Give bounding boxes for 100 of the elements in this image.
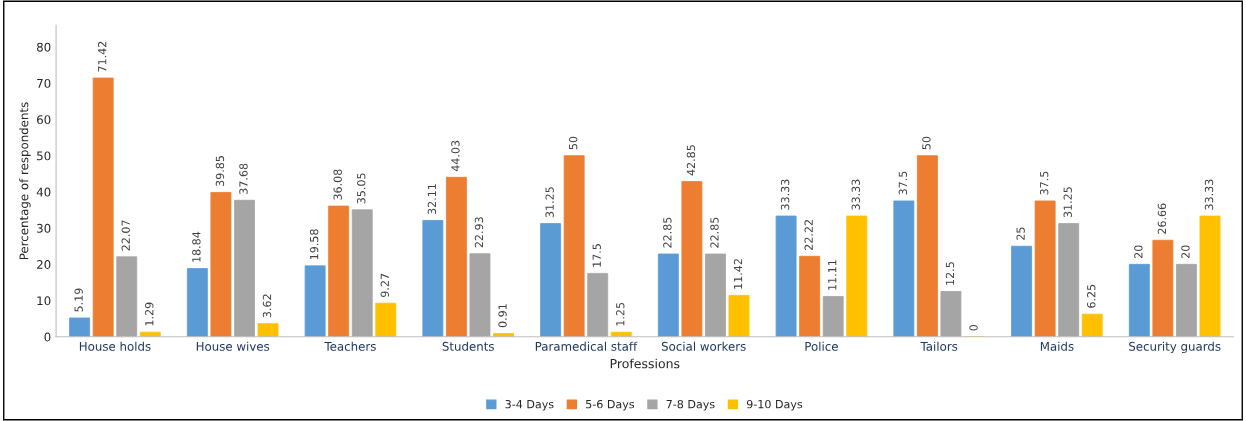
bar — [799, 255, 821, 337]
bar — [116, 256, 138, 337]
data-label: 17.5 — [592, 244, 601, 267]
data-label: 22.85 — [710, 217, 719, 248]
y-tick-label: 10 — [37, 296, 51, 306]
bar — [92, 77, 114, 337]
y-tick-label: 80 — [36, 42, 51, 52]
bar — [69, 317, 91, 337]
data-label: 35.05 — [357, 173, 366, 204]
bar — [328, 205, 350, 337]
bar — [469, 253, 491, 337]
data-label: 11.42 — [733, 259, 743, 289]
data-label: 20 — [1134, 245, 1143, 258]
y-axis-title: Percentage of respondents — [19, 102, 31, 260]
bar — [445, 176, 467, 337]
bar — [822, 296, 844, 337]
data-label: 37.5 — [1039, 171, 1049, 195]
legend-label: 5-6 Days — [586, 399, 635, 411]
data-label: 22.85 — [663, 217, 672, 248]
bar — [210, 192, 232, 337]
bar — [1011, 245, 1033, 337]
y-tick-label: 60 — [37, 115, 51, 125]
data-label: 36.08 — [333, 169, 342, 200]
x-tick-label: Teachers — [324, 341, 376, 351]
bar — [1176, 263, 1197, 337]
data-label: 22.93 — [474, 217, 484, 248]
data-label: 25 — [1016, 227, 1025, 240]
data-label: 19.58 — [309, 229, 319, 260]
data-label: 44.03 — [451, 140, 460, 172]
data-label: 9.27 — [380, 273, 389, 297]
bar — [375, 302, 397, 337]
bar — [587, 272, 609, 337]
bar — [657, 253, 679, 337]
data-label: 31.25 — [1063, 187, 1072, 218]
data-label: 50 — [568, 136, 578, 150]
data-label: 37.68 — [239, 163, 248, 194]
data-label: 26.66 — [1157, 203, 1167, 234]
bar — [893, 200, 915, 337]
data-label: 33.33 — [1204, 179, 1214, 210]
bar — [940, 291, 962, 337]
bar — [1034, 200, 1056, 337]
y-tick-label: 20 — [37, 260, 51, 269]
x-tick-label: Paramedical staff — [535, 341, 638, 351]
bar — [681, 181, 703, 337]
data-label: 71.42 — [97, 41, 107, 72]
data-label: 42.85 — [686, 145, 696, 176]
data-label: 37.5 — [898, 171, 908, 195]
bar — [846, 215, 868, 337]
legend-label: 7-8 Days — [666, 399, 715, 411]
bar — [1199, 215, 1221, 337]
data-label: 12.5 — [945, 262, 955, 285]
data-label: 20 — [1181, 245, 1190, 258]
bar — [257, 323, 279, 337]
x-tick-label: Security guards — [1129, 341, 1221, 354]
data-label: 1.29 — [145, 302, 154, 326]
y-tick-label: 50 — [37, 151, 51, 161]
x-tick-label: Tailors — [920, 341, 958, 351]
data-label: 39.85 — [215, 156, 225, 187]
y-tick-label: 0 — [44, 332, 51, 342]
data-label: 33.33 — [851, 179, 860, 210]
bar — [234, 199, 255, 337]
x-tick-label: House wives — [196, 341, 270, 351]
data-label: 18.84 — [192, 231, 201, 262]
x-tick-label: Police — [805, 341, 838, 351]
x-tick-label: Students — [442, 341, 494, 351]
data-label: 31.25 — [545, 187, 554, 218]
bar — [1081, 313, 1103, 337]
bar — [705, 253, 726, 337]
data-label: 1.25 — [616, 302, 625, 326]
data-label: 0 — [969, 324, 978, 331]
bar — [139, 331, 161, 337]
y-tick-label: 40 — [36, 187, 51, 197]
bar — [422, 220, 444, 337]
legend-label: 9-10 Days — [746, 399, 803, 411]
data-label: 22.22 — [804, 220, 813, 250]
data-label: 33.33 — [780, 179, 790, 210]
data-label: 0.91 — [498, 304, 507, 328]
data-label: 6.25 — [1087, 284, 1096, 308]
y-tick-label: 30 — [37, 223, 51, 233]
bar — [916, 155, 938, 337]
bar — [186, 268, 208, 337]
bar — [775, 215, 797, 337]
x-tick-label: House holds — [79, 341, 151, 351]
bar — [563, 155, 585, 337]
bar — [304, 265, 326, 337]
bar — [1058, 223, 1080, 337]
data-label: 3.62 — [262, 294, 272, 318]
legend-label: 3-4 Days — [505, 399, 554, 411]
x-tick-label: Maids — [1040, 341, 1074, 351]
data-label: 32.11 — [427, 184, 437, 215]
x-axis-title: Professions — [610, 358, 680, 369]
data-label: 50 — [922, 136, 931, 150]
data-label: 5.19 — [74, 288, 83, 312]
data-label: 22.07 — [121, 220, 130, 251]
bar — [1152, 239, 1174, 337]
bar — [1128, 263, 1150, 337]
x-tick-label: Social workers — [661, 341, 746, 351]
data-label: 11.11 — [828, 260, 837, 290]
bar — [540, 223, 562, 337]
bar — [728, 295, 750, 337]
